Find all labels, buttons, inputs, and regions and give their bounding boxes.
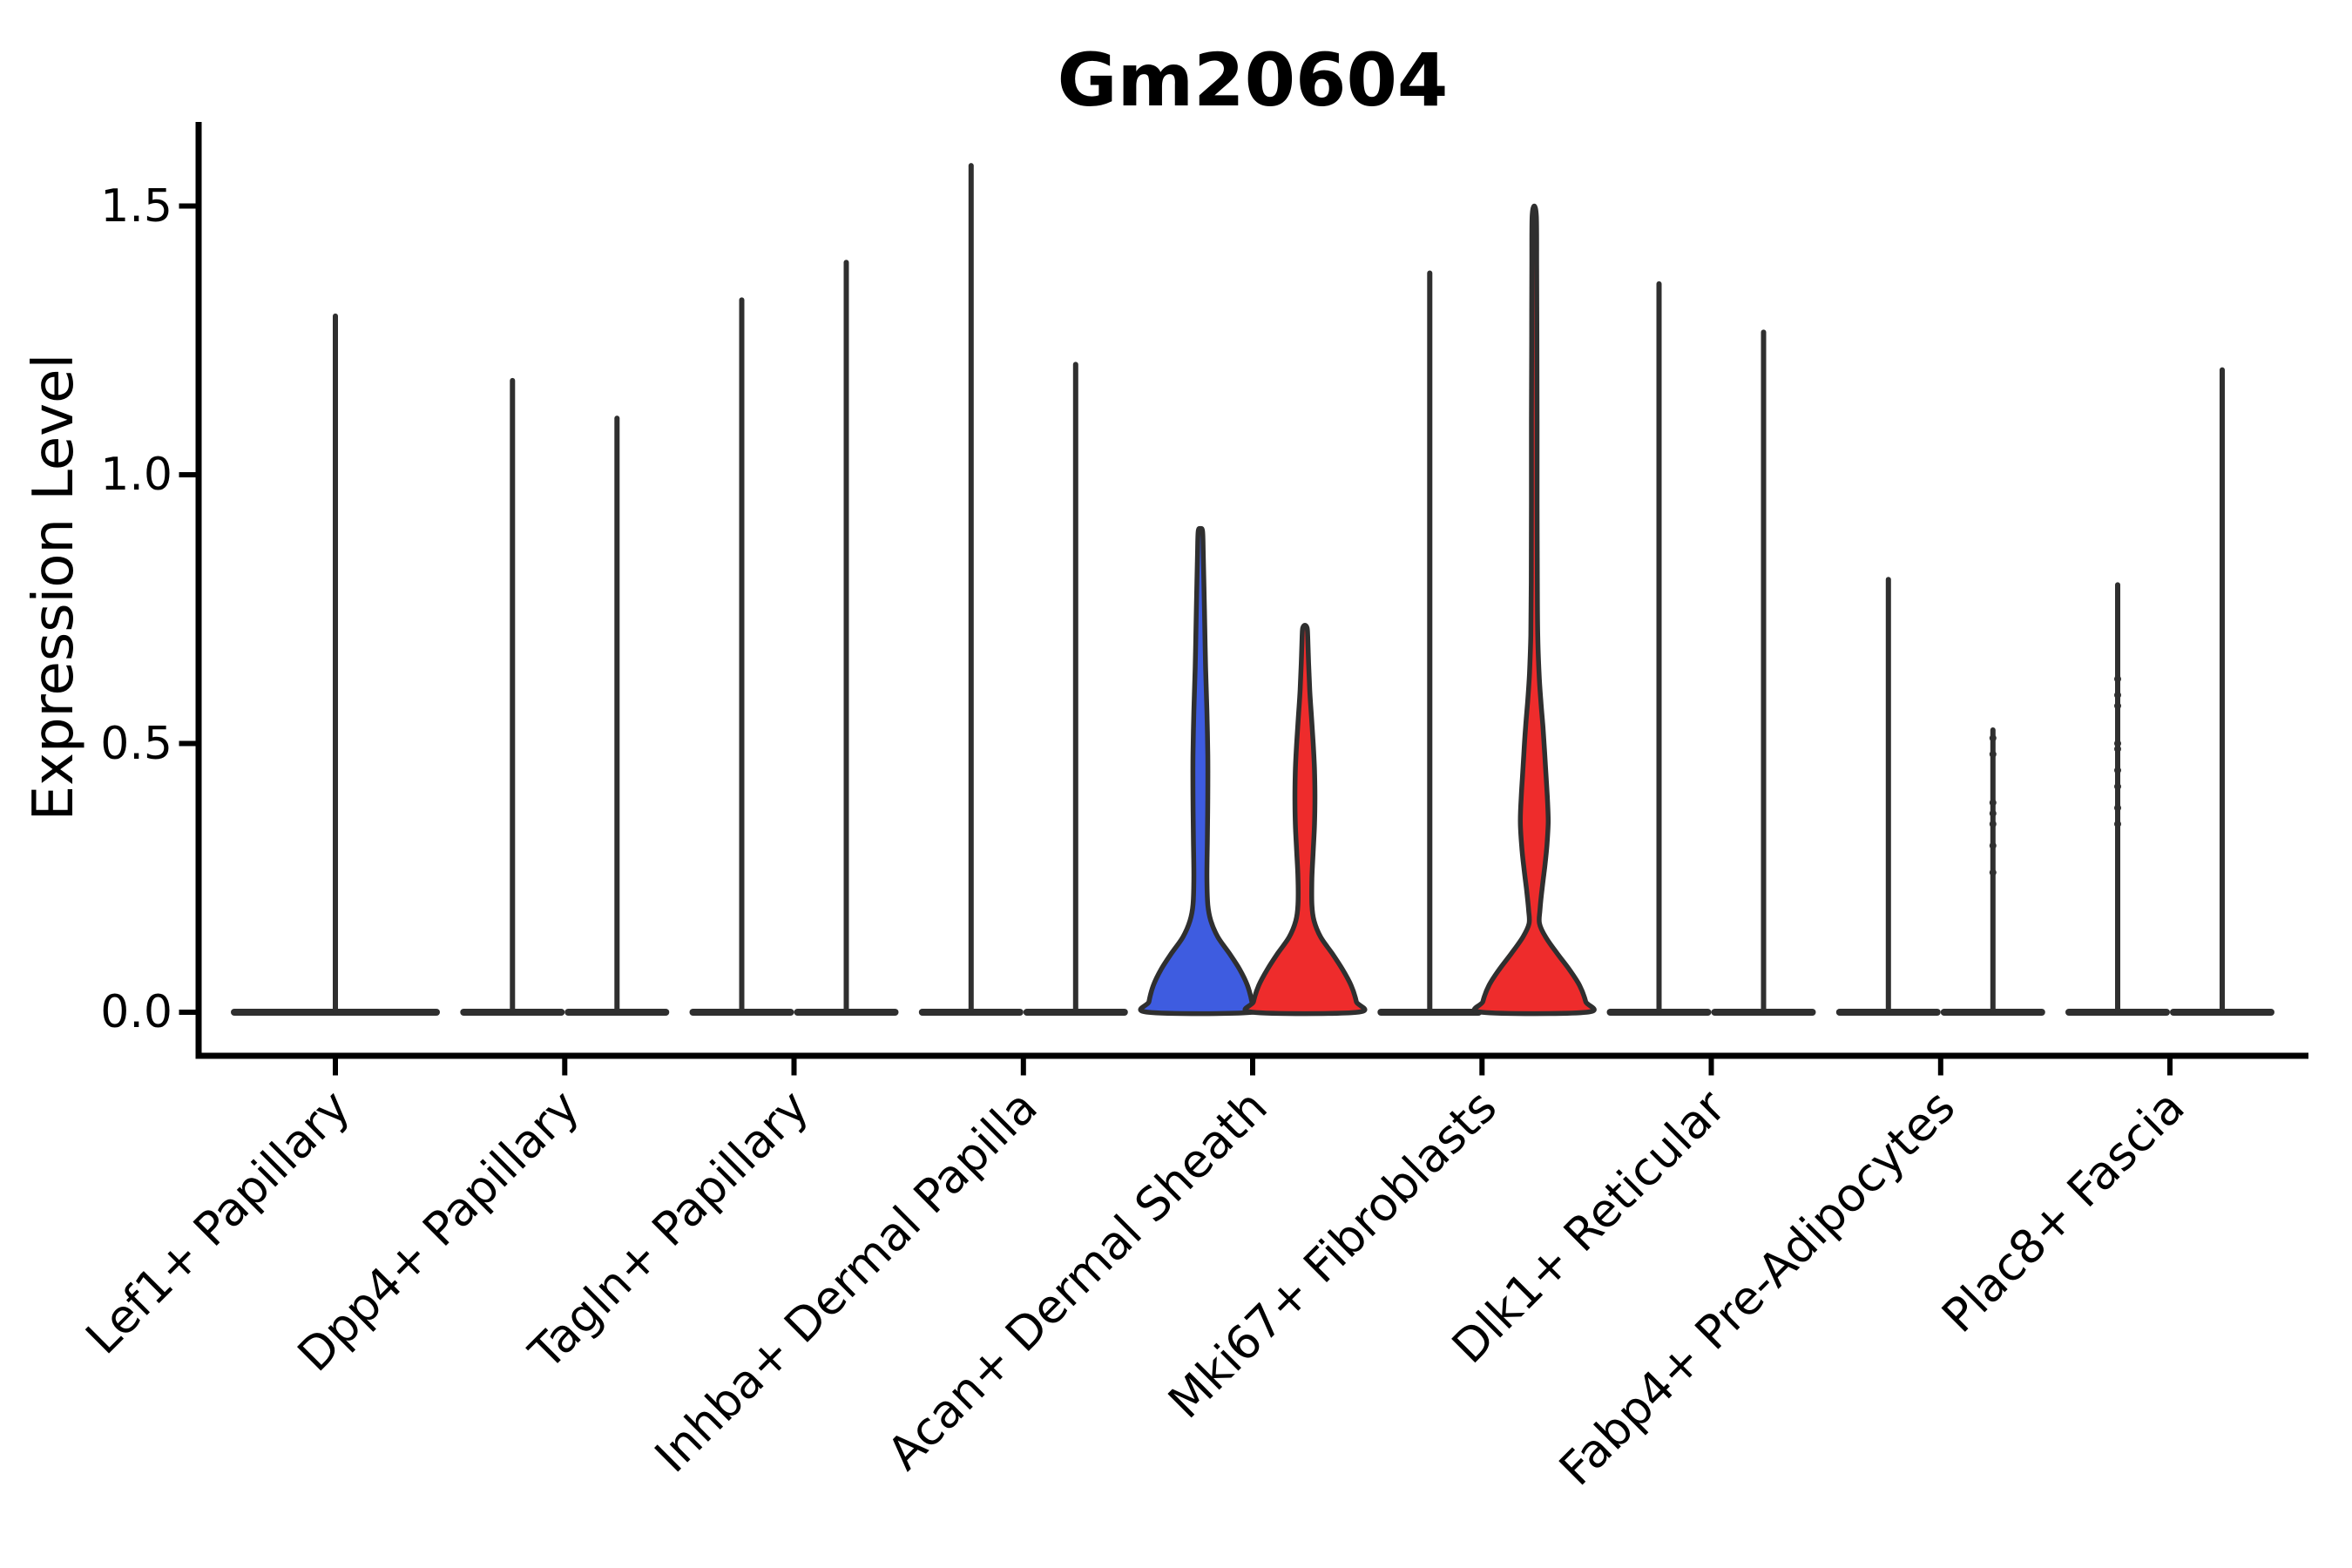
violin-7-right-point <box>1989 821 1997 828</box>
violin-7-right-point <box>1989 750 1997 758</box>
violin-8-left-point <box>2114 782 2121 790</box>
violin-8-left-point <box>2114 702 2121 710</box>
violin-7-right-point <box>1989 809 1997 817</box>
y-tick-label-1.5: 1.5 <box>100 179 172 233</box>
violin-7-right-point <box>1989 868 1997 876</box>
violin-8-left-point <box>2114 804 2121 812</box>
violin-8-left-point <box>2114 740 2121 747</box>
violin-5-right-body <box>1471 203 1597 1017</box>
violin-8-left-point <box>2114 767 2121 774</box>
violin-8-left-point <box>2114 821 2121 828</box>
violin-8-left-point <box>2114 745 2121 753</box>
violin-7-right-point <box>1989 799 1997 807</box>
violin-8-left-point <box>2114 692 2121 699</box>
y-tick-label-0.0: 0.0 <box>100 986 172 1038</box>
page-title: Gm20604 <box>1057 37 1449 123</box>
violin-4-right-body <box>1242 623 1368 1017</box>
violin-7-right-point <box>1989 734 1997 742</box>
violin-7-right-point <box>1989 841 1997 849</box>
violin-4-left-body <box>1138 525 1263 1017</box>
y-tick-label-1.0: 1.0 <box>100 449 172 501</box>
y-tick-label-0.5: 0.5 <box>100 717 172 770</box>
violin-8-left-point <box>2114 675 2121 683</box>
